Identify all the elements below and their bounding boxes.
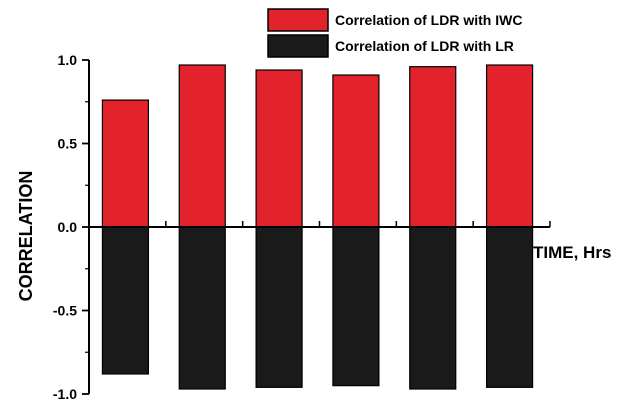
bar-lr-6 [485, 226, 534, 388]
x-axis-title: TIME, Hrs [533, 243, 611, 262]
y-tick-label: 0.5 [58, 136, 78, 152]
bar-lr-5 [409, 226, 457, 390]
y-tick-label: -0.5 [53, 303, 77, 319]
bar-lr-2 [178, 226, 226, 390]
legend-label-iwc: Correlation of LDR with IWC [335, 12, 522, 28]
legend-swatch-lr [267, 34, 329, 58]
legend: Correlation of LDR with IWC Correlation … [267, 8, 522, 58]
bar-lr-3 [255, 226, 303, 388]
bar-iwc-2 [178, 64, 226, 228]
y-axis-title: CORRELATION [16, 171, 36, 302]
y-tick-label: 1.0 [58, 52, 78, 68]
legend-label-lr: Correlation of LDR with LR [335, 38, 514, 54]
y-tick-label: -1.0 [53, 386, 77, 402]
bar-iwc-4 [332, 74, 380, 228]
y-ticks: -1.0 -0.5 0.0 0.5 1.0 [53, 52, 89, 402]
bar-iwc-3 [255, 69, 303, 228]
bar-lr-4 [332, 226, 380, 387]
bar-iwc-1 [101, 99, 150, 228]
bar-lr-1 [101, 226, 150, 375]
legend-swatch-iwc [267, 8, 329, 32]
bar-iwc-5 [409, 66, 457, 228]
bar-iwc-6 [485, 64, 534, 228]
axes-layer [88, 60, 551, 394]
bars-layer [101, 64, 534, 390]
y-tick-label: 0.0 [58, 219, 78, 235]
